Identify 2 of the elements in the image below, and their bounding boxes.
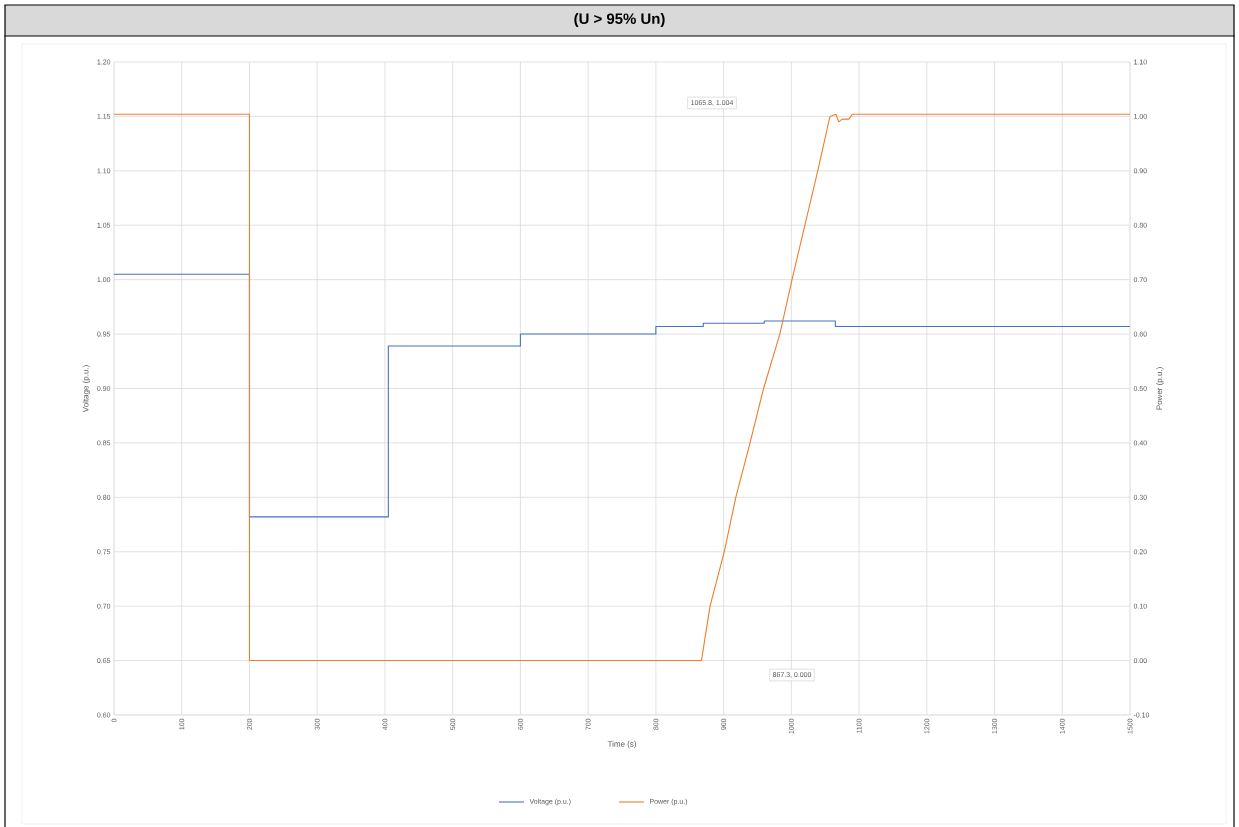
- line-series: [114, 113, 1131, 662]
- chart-title: (U > 95% Un): [574, 13, 665, 27]
